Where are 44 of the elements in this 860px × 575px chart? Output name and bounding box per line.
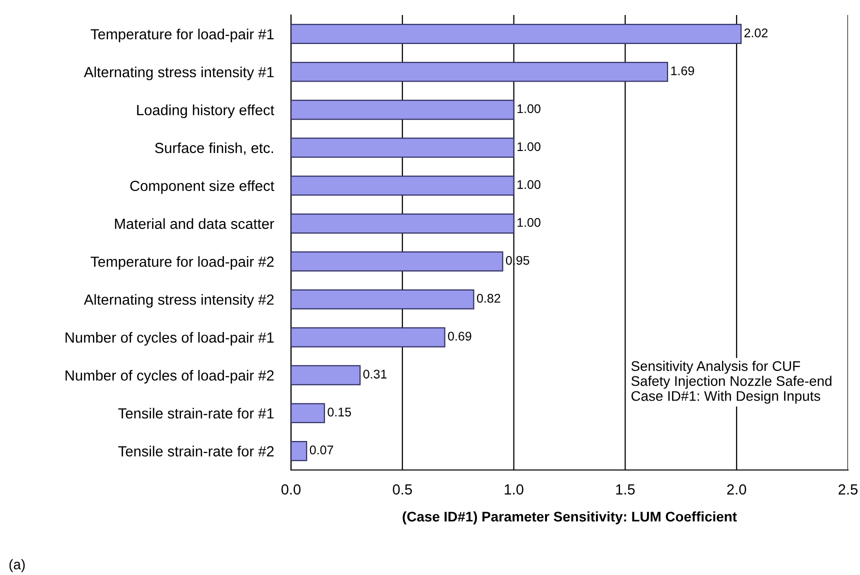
data-label: 2.02 [744,28,768,38]
data-label: 0.15 [328,408,351,416]
bar [291,327,446,348]
x-tick-label: 0.5 [392,484,412,495]
data-label: 1.00 [518,104,540,114]
data-label: 1.00 [518,180,540,189]
data-label: 1.00 [518,142,540,152]
y-tick-label: Alternating stress intensity #2 [84,294,274,308]
data-label: 0.07 [310,446,334,454]
annotation: Sensitivity Analysis for CUF Safety Injection Nozzle Safe-end Case ID#1: With Design Inputs [631,360,832,404]
y-tick-label: Temperature for load-pair #2 [90,256,274,270]
bar [291,441,308,462]
bar [291,289,474,310]
x-tick-label: 1.5 [616,484,635,495]
y-tick-label: Loading history effect [137,104,274,118]
text: (a) [9,559,25,572]
y-tick-label: Alternating stress intensity #1 [84,66,274,80]
bar [291,100,514,120]
x-tick-label: 2.0 [727,484,746,495]
data-label: 1.00 [518,218,540,227]
data-label: 0.69 [448,332,472,341]
bar [291,365,361,386]
bar [291,62,668,82]
y-tick-label: Number of cycles of load-pair #1 [66,332,274,346]
data-label: 0.31 [363,370,387,379]
y-tick-label: Tensile strain-rate for #2 [118,446,274,456]
y-tick-label: Temperature for load-pair #1 [90,28,274,42]
bar [291,403,325,424]
y-tick-label: Number of cycles of load-pair #2 [66,370,274,384]
bar [291,138,514,158]
bar [291,251,504,272]
x-tick-label: 0.0 [281,484,301,495]
bar [291,24,742,44]
x-axis-title: (Case ID#1) Parameter Sensitivity: LUM Coefficient [402,511,737,524]
x-tick-label: 2.5 [838,484,858,495]
y-tick-label: Surface finish, etc. [155,142,274,155]
data-label: 1.69 [671,66,694,76]
data-label: 0.82 [476,294,500,303]
y-tick-label: Material and data scatter [115,218,274,229]
x-tick-label: 1.0 [504,484,524,495]
y-tick-label: Tensile strain-rate for #1 [118,408,274,419]
bar [291,214,514,234]
bar [291,176,514,196]
y-tick-label: Component size effect [130,180,274,194]
